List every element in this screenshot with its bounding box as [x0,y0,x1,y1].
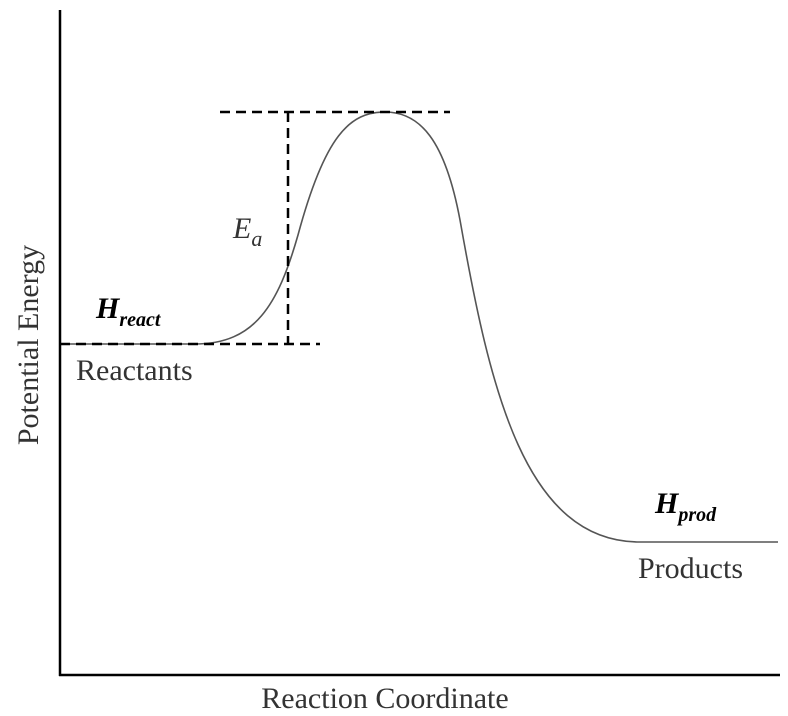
dashed-guides [60,110,450,346]
h-prod-sub: prod [676,504,717,526]
y-axis-label: Potential Energy [12,245,45,445]
h-react-sub: react [119,309,162,331]
ea-sub: a [251,226,262,251]
h-react-main: H [95,292,121,325]
energy-curve [60,111,778,543]
products-label: Products [638,552,743,585]
reactants-label: Reactants [76,354,193,387]
ea-main: E [232,212,251,245]
h-react-label: Hreact [95,292,162,331]
ea-label: Ea [232,212,262,251]
h-prod-label: Hprod [654,487,717,526]
x-axis-label: Reaction Coordinate [261,682,508,715]
h-prod-main: H [654,487,680,520]
